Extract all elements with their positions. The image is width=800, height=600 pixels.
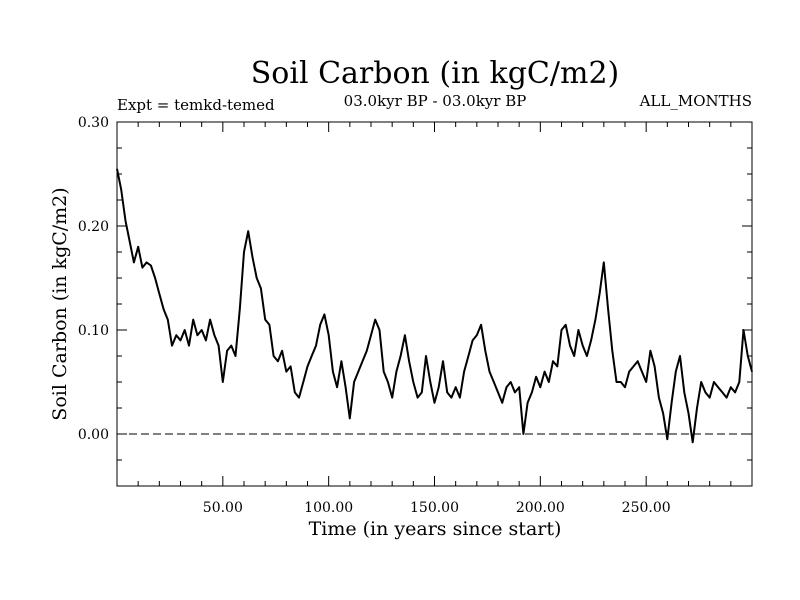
x-tick-label: 50.00 — [203, 500, 243, 516]
y-tick-label: 0.30 — [78, 115, 109, 131]
y-tick-label: 0.00 — [78, 427, 109, 443]
series-line-soil-carbon — [116, 168, 753, 444]
experiment-label: Expt = temkd-temed — [117, 96, 275, 114]
x-tick-label: 100.00 — [304, 500, 353, 516]
y-axis-label: Soil Carbon (in kgC/m2) — [49, 187, 71, 420]
period-label: 03.0kyr BP - 03.0kyr BP — [344, 92, 527, 110]
y-tick-label: 0.10 — [78, 323, 109, 339]
plot-frame — [116, 121, 753, 487]
months-label: ALL_MONTHS — [639, 92, 752, 110]
x-axis-label: Time (in years since start) — [309, 518, 562, 540]
axis-tick-labels: 50.00 100.00 150.00 200.00 250.00 0.00 0.10 0.2… — [78, 115, 671, 516]
x-tick-label: 250.00 — [622, 500, 671, 516]
axis-ticks — [117, 122, 752, 486]
chart-title: Soil Carbon (in kgC/m2) — [251, 56, 619, 91]
x-tick-label: 200.00 — [516, 500, 565, 516]
x-tick-label: 150.00 — [410, 500, 459, 516]
y-tick-label: 0.20 — [78, 219, 109, 235]
